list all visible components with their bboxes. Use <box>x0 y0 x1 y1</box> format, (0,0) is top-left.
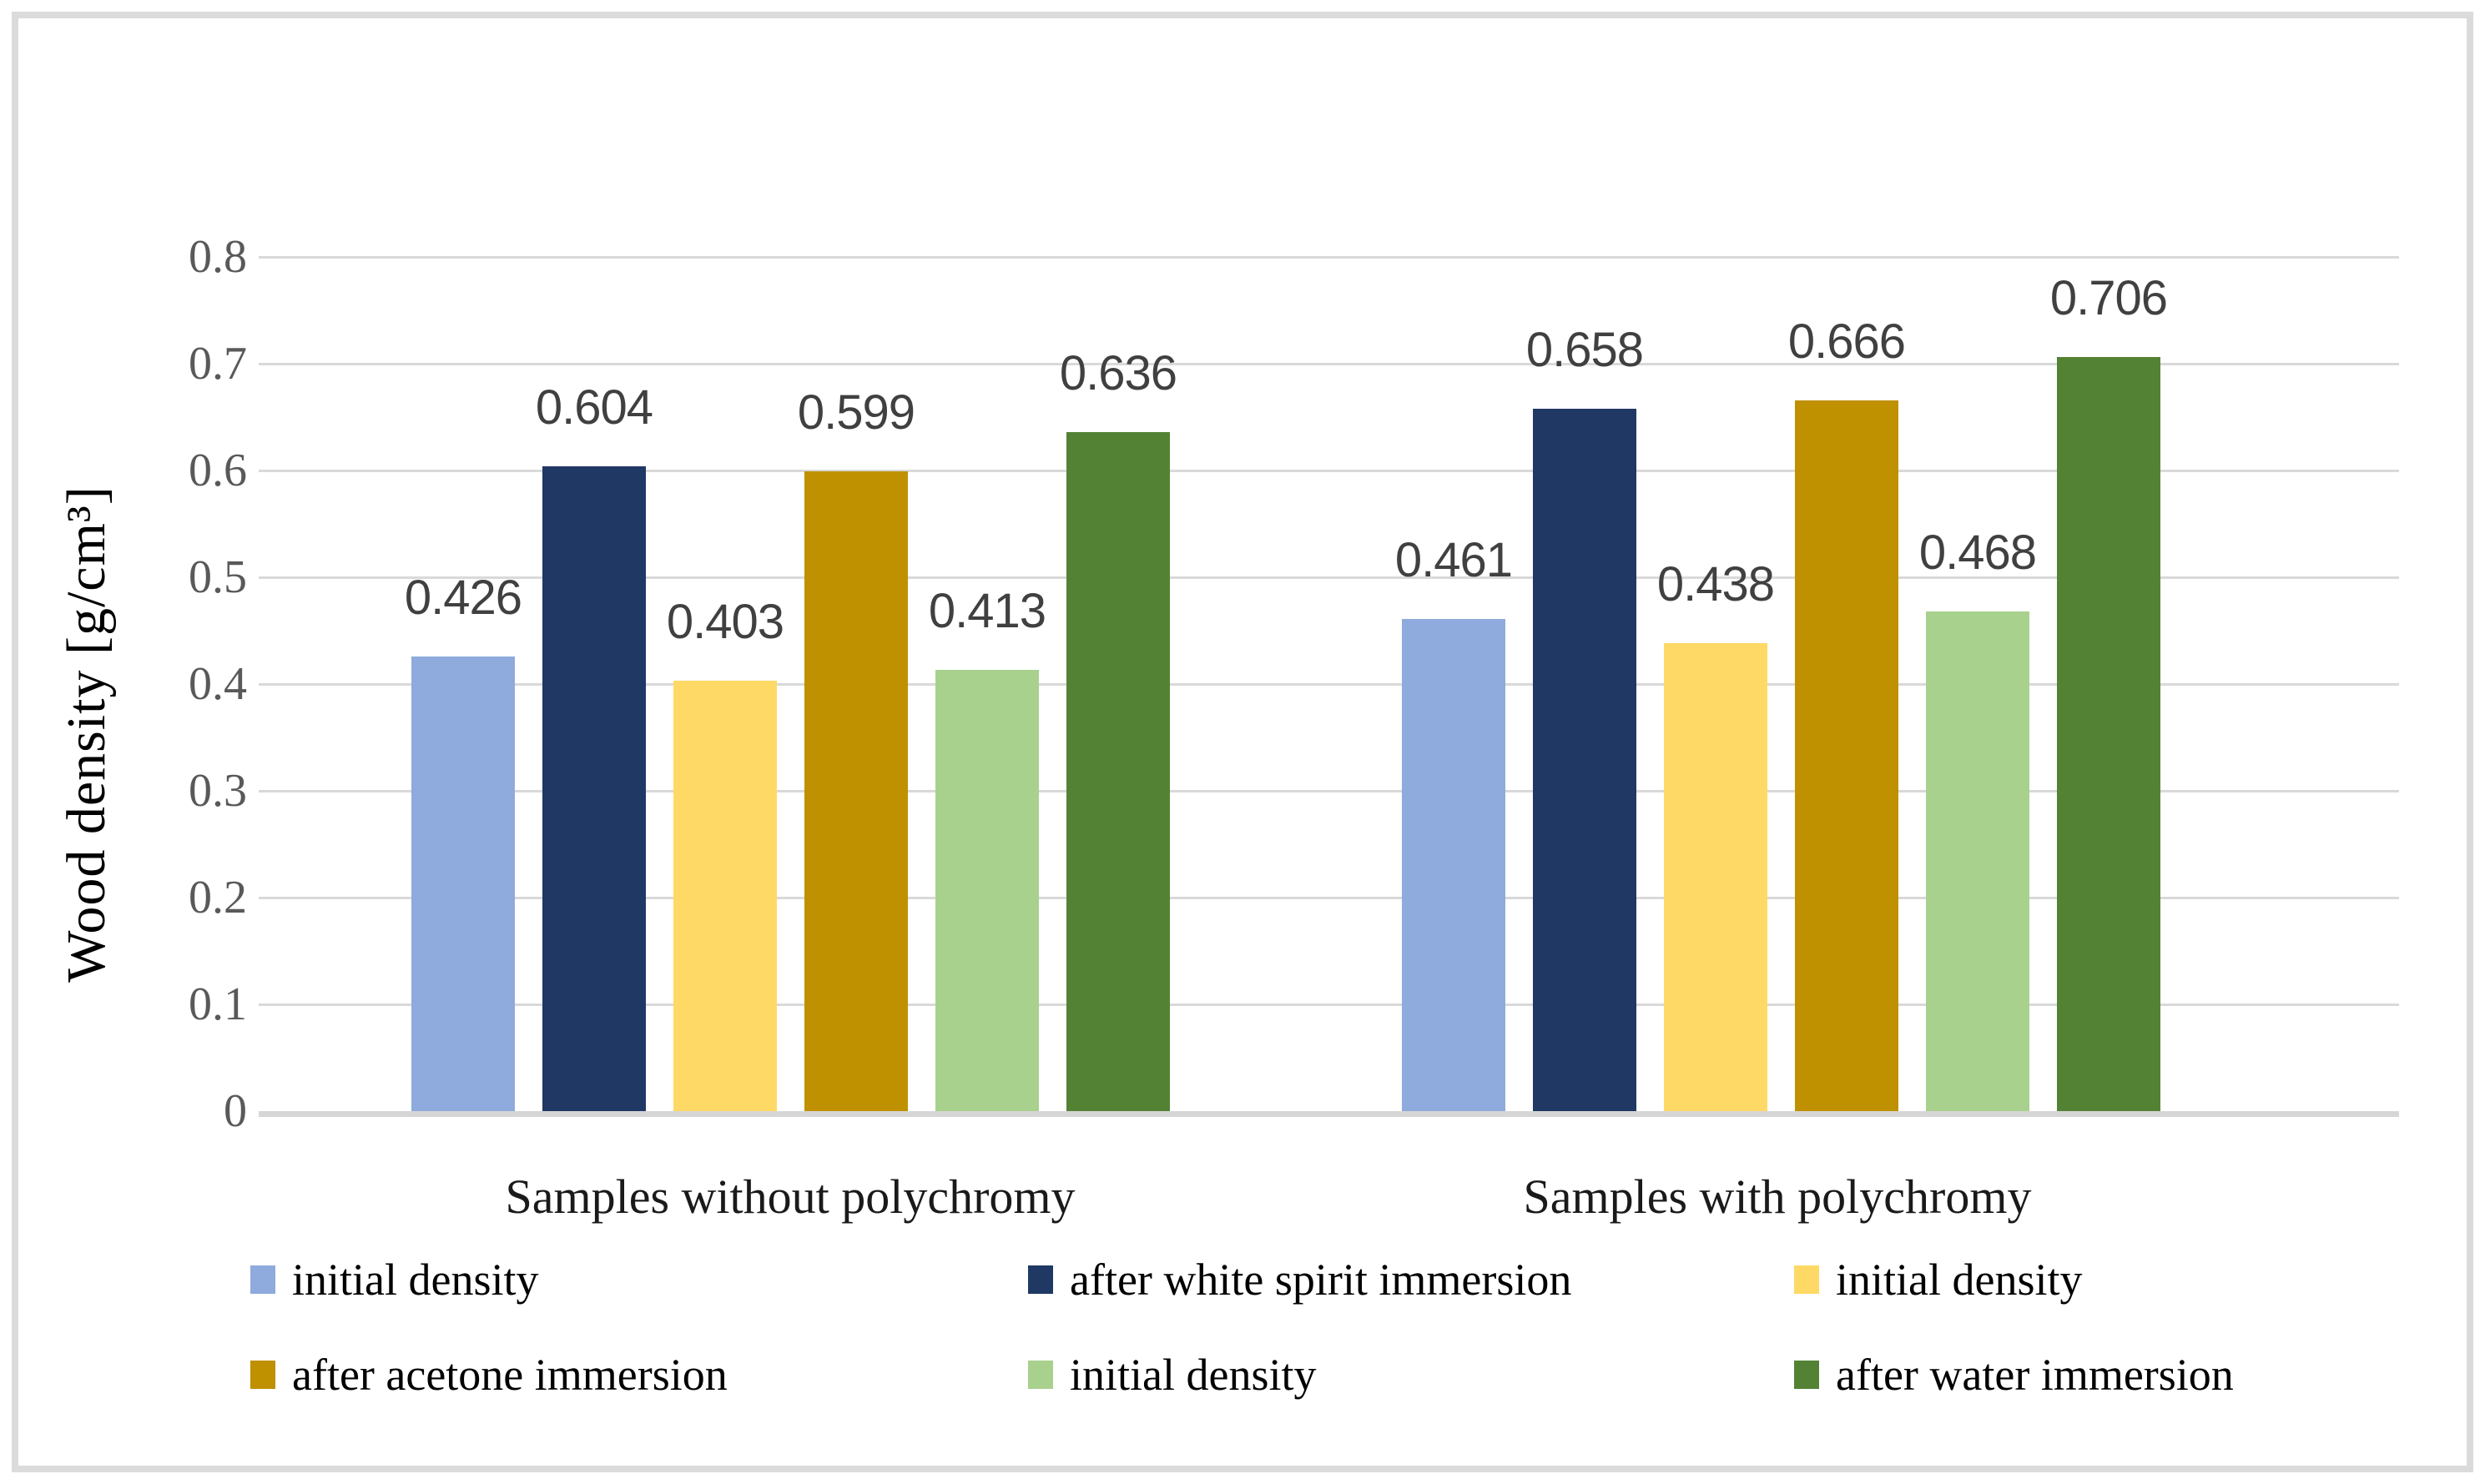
legend-label: after water immersion <box>1836 1350 2234 1400</box>
y-tick-label-0.5: 0.5 <box>189 551 247 603</box>
data-label: 0.413 <box>928 584 1046 638</box>
data-label: 0.666 <box>1787 314 1906 369</box>
data-label: 0.658 <box>1525 323 1644 377</box>
legend-item-after-water-immersion: after water immersion <box>1794 1350 2234 1400</box>
legend-label: after acetone immersion <box>292 1350 728 1400</box>
legend-swatch <box>250 1265 275 1294</box>
bar-after-acetone-immersion-group1 <box>804 471 908 1111</box>
legend-label: initial density <box>1836 1255 2083 1305</box>
y-tick-label-0: 0 <box>224 1085 247 1137</box>
legend-item-initial-density: initial density <box>1028 1350 1316 1400</box>
legend-swatch <box>1028 1265 1053 1294</box>
bar-after-acetone-immersion-group2 <box>1795 400 1898 1111</box>
y-tick-label-0.8: 0.8 <box>189 231 247 283</box>
bar-after-water-immersion-group2 <box>2057 357 2160 1111</box>
bar-initial-density-group2 <box>1402 619 1505 1111</box>
bar-after-white-spirit-immersion-group1 <box>542 466 646 1111</box>
legend-item-after-white-spirit-immersion: after white spirit immersion <box>1028 1255 1571 1305</box>
gridline-0.2 <box>259 897 2399 899</box>
gridline-0.6 <box>259 470 2399 472</box>
gridline-0.4 <box>259 683 2399 686</box>
data-label: 0.636 <box>1059 346 1177 400</box>
bar-after-white-spirit-immersion-group2 <box>1533 409 1636 1111</box>
bar-initial-density-group2 <box>1926 611 2029 1111</box>
legend-swatch <box>1794 1361 1819 1389</box>
bar-initial-density-group2 <box>1664 643 1767 1111</box>
bar-initial-density-group1 <box>673 681 777 1111</box>
data-label: 0.468 <box>1918 526 2037 580</box>
data-label: 0.604 <box>535 380 653 435</box>
y-tick-label-0.4: 0.4 <box>189 658 247 710</box>
legend-item-initial-density: initial density <box>1794 1255 2082 1305</box>
data-label: 0.706 <box>2049 271 2168 325</box>
gridline-0.8 <box>259 256 2399 259</box>
legend-label: initial density <box>292 1255 539 1305</box>
y-tick-label-0.1: 0.1 <box>189 978 247 1030</box>
data-label: 0.599 <box>797 385 915 440</box>
data-label: 0.403 <box>666 595 784 649</box>
gridline-0.7 <box>259 363 2399 365</box>
bar-initial-density-group1 <box>935 670 1039 1111</box>
y-tick-label-0.3: 0.3 <box>189 765 247 817</box>
legend-label: after white spirit immersion <box>1070 1255 1572 1305</box>
legend-label: initial density <box>1070 1350 1317 1400</box>
y-tick-label-0.7: 0.7 <box>189 338 247 390</box>
legend-item-initial-density: initial density <box>250 1255 538 1305</box>
gridline-0.3 <box>259 790 2399 792</box>
legend-item-after-acetone-immersion: after acetone immersion <box>250 1350 728 1400</box>
y-tick-label-0.6: 0.6 <box>189 445 247 496</box>
category-label-with-polychromy: Samples with polychromy <box>1523 1170 2032 1224</box>
x-axis-line <box>259 1111 2399 1117</box>
data-label: 0.426 <box>404 571 522 625</box>
plot-area: 0.426 0.461 0.604 0.658 0.403 0.438 0.599 0.666… <box>259 256 2399 1117</box>
bar-after-water-immersion-group1 <box>1066 432 1170 1111</box>
legend-swatch <box>1028 1361 1053 1389</box>
gridline-0.1 <box>259 1004 2399 1006</box>
category-label-without-polychromy: Samples without polychromy <box>505 1170 1076 1224</box>
legend-swatch <box>250 1361 275 1389</box>
data-label: 0.461 <box>1394 533 1513 587</box>
bar-initial-density-group1 <box>411 656 515 1111</box>
legend-swatch <box>1794 1265 1819 1294</box>
y-tick-label-0.2: 0.2 <box>189 872 247 923</box>
data-label: 0.438 <box>1656 557 1775 611</box>
gridline-0.5 <box>259 576 2399 579</box>
